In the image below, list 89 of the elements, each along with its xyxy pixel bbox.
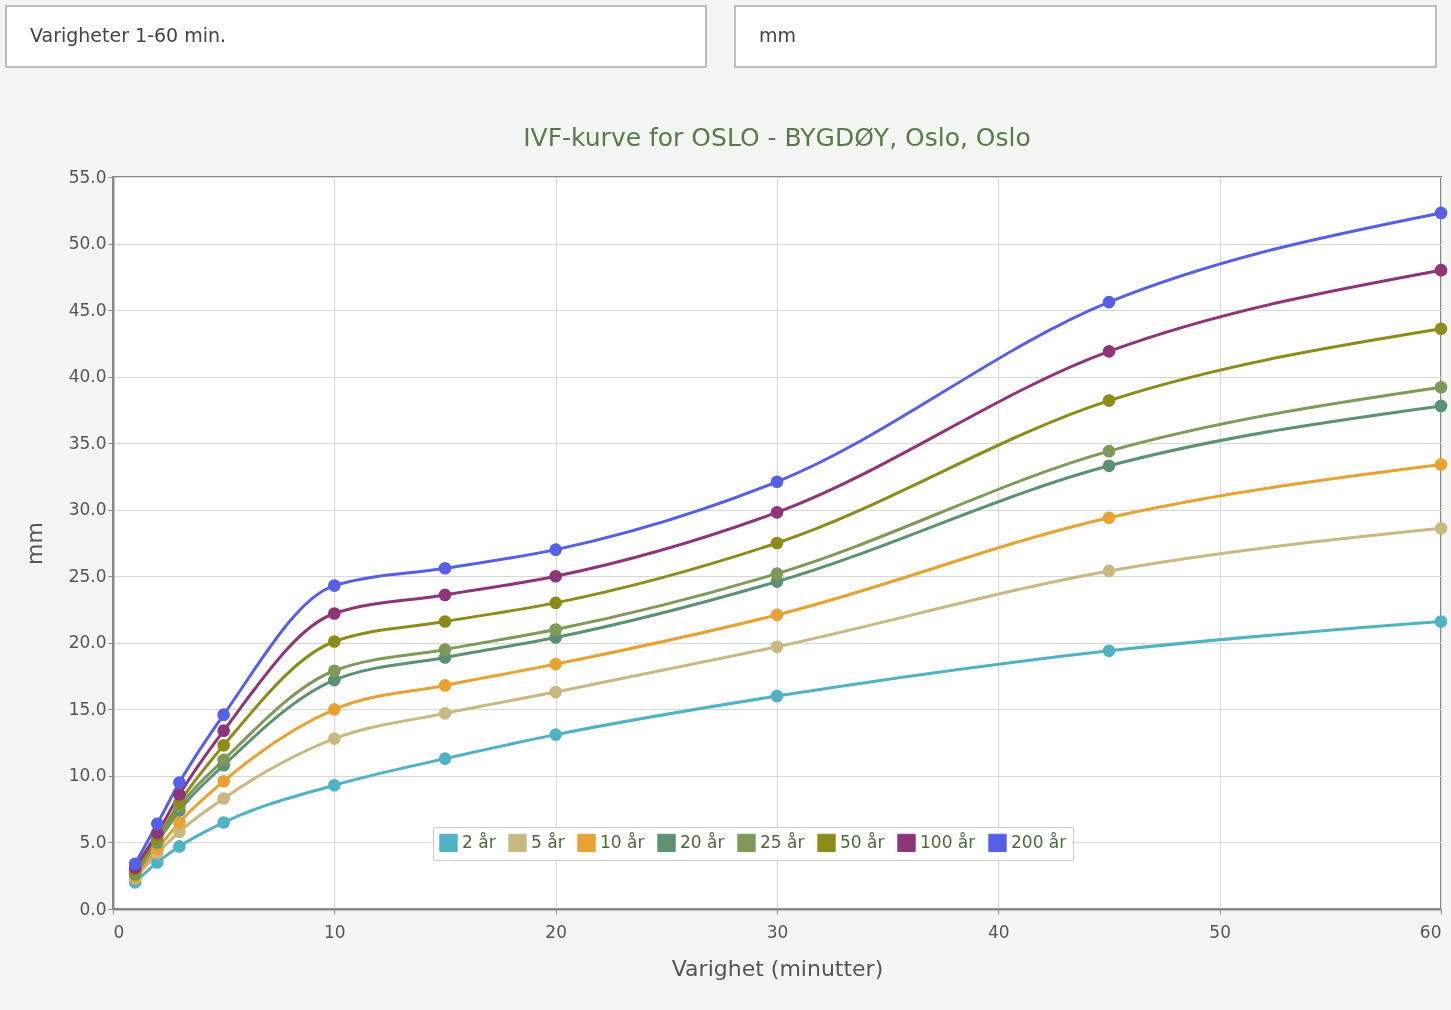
point [438, 679, 452, 692]
point [328, 778, 341, 792]
point [217, 816, 230, 829]
point [1102, 295, 1116, 309]
point [438, 643, 452, 656]
y-tick-label: 10.0 [68, 765, 107, 786]
point [549, 623, 562, 636]
point [217, 774, 230, 788]
y-tick-label: 5.0 [79, 831, 107, 852]
point [328, 579, 341, 592]
point [770, 536, 784, 550]
point [1434, 322, 1448, 336]
x-tick-label: 60 [1419, 921, 1442, 942]
x-tick-label: 20 [545, 921, 567, 942]
x-tick-label: 10 [324, 921, 346, 942]
point [1102, 511, 1116, 525]
point [770, 608, 784, 622]
point [1434, 263, 1448, 277]
point [1434, 206, 1448, 220]
y-tick-label: 50.0 [68, 233, 107, 254]
legend-label: 2 år [462, 831, 496, 852]
point [173, 840, 186, 853]
y-tick-label: 25.0 [68, 565, 107, 586]
text: Varigheter 1-60 min. [30, 24, 227, 46]
point [217, 738, 230, 752]
point [1102, 564, 1116, 578]
x-axis-title: Varighet (minutter) [671, 955, 884, 981]
point [217, 724, 230, 737]
point [549, 728, 562, 741]
point [549, 569, 562, 583]
y-tick-label: 40.0 [68, 366, 107, 387]
point [1102, 394, 1116, 407]
point [770, 475, 784, 489]
point [1434, 380, 1448, 394]
y-tick-label: 35.0 [68, 432, 107, 453]
point [1434, 615, 1448, 628]
point [1434, 399, 1448, 413]
point [770, 567, 784, 580]
point [173, 816, 186, 829]
chart-title: IVF-kurve for OSLO - BYGDØY, Oslo, Oslo [523, 123, 1031, 152]
point [328, 635, 341, 648]
point [1102, 459, 1116, 473]
point [328, 732, 341, 745]
point [217, 792, 230, 805]
x-tick-label: 40 [988, 921, 1010, 942]
legend-label: 100 år [920, 831, 976, 852]
point [1434, 522, 1448, 535]
legend-label: 10 år [600, 831, 645, 852]
point [128, 857, 142, 871]
point [438, 707, 452, 720]
point [438, 752, 452, 765]
point [328, 607, 341, 620]
legend-label: 200 år [1011, 831, 1067, 852]
point [770, 640, 784, 654]
point [173, 788, 186, 801]
point [549, 543, 562, 556]
y-tick-label: 20.0 [68, 632, 107, 653]
x-tick-label: 30 [766, 921, 789, 942]
y-tick-label: 30.0 [68, 499, 107, 520]
point [549, 596, 562, 610]
y-axis-title: mm [21, 522, 47, 565]
legend-label: 25 år [760, 831, 805, 852]
point [173, 776, 186, 789]
point [328, 664, 341, 678]
y-tick-label: 55.0 [68, 166, 107, 187]
y-tick-label: 45.0 [68, 299, 107, 320]
point [1434, 458, 1448, 471]
point [150, 817, 164, 831]
point [1102, 444, 1116, 458]
legend-label: 50 år [840, 831, 885, 852]
point [549, 685, 562, 699]
point [217, 708, 230, 721]
point [549, 657, 562, 671]
point [328, 703, 341, 716]
y-tick-label: 15.0 [68, 698, 107, 719]
point [217, 753, 230, 767]
point [770, 689, 784, 703]
legend-label: 20 år [680, 831, 725, 852]
text: mm [759, 24, 797, 46]
point [438, 615, 452, 628]
point [1102, 644, 1116, 658]
x-tick-label: 0 [113, 921, 125, 942]
x-tick-label: 50 [1209, 921, 1231, 942]
y-tick-label: 0.0 [79, 898, 107, 919]
point [770, 506, 784, 519]
legend-label: 5 år [531, 831, 565, 852]
point [438, 561, 452, 575]
point [1102, 345, 1116, 358]
point [438, 588, 452, 602]
